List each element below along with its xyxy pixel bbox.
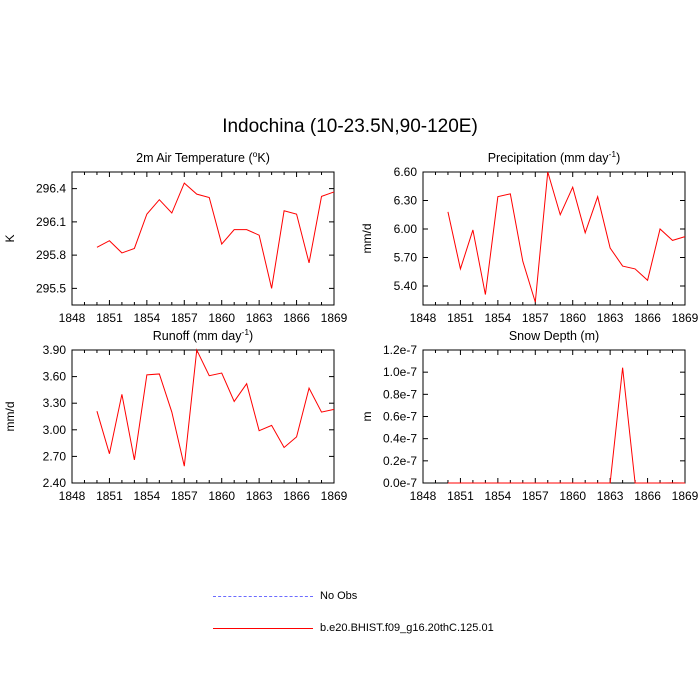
- y-tick-label: 0.2e-7: [383, 454, 417, 468]
- x-tick-label: 1860: [559, 489, 586, 503]
- series-line-0: [447, 171, 686, 303]
- y-axis-label: mm/d: [360, 224, 374, 254]
- series-line-0: [96, 348, 335, 467]
- y-tick-label: 3.00: [43, 423, 67, 437]
- panel-title: Runoff (mm day-1): [153, 327, 253, 343]
- x-tick-label: 1869: [672, 311, 699, 325]
- y-tick-label: 5.40: [394, 279, 418, 293]
- y-tick-label: 295.5: [36, 281, 66, 295]
- y-tick-label: 296.4: [36, 182, 66, 196]
- legend-swatch-model: [213, 628, 313, 629]
- x-tick-label: 1851: [96, 311, 123, 325]
- y-tick-label: 1.2e-7: [383, 343, 417, 357]
- y-tick-label: 6.60: [394, 165, 418, 179]
- x-tick-label: 1854: [485, 311, 512, 325]
- y-axis-label: K: [3, 234, 17, 242]
- x-tick-label: 1866: [283, 489, 310, 503]
- y-tick-label: 295.8: [36, 248, 66, 262]
- x-tick-label: 1866: [283, 311, 310, 325]
- plot-frame: [422, 349, 686, 484]
- series-line-0: [96, 182, 335, 289]
- y-tick-label: 3.30: [43, 396, 67, 410]
- x-tick-label: 1848: [59, 311, 86, 325]
- series-line-0: [447, 367, 686, 484]
- panel-1: Precipitation (mm day-1) 1848 1851 1854 1857…: [360, 149, 699, 325]
- x-tick-label: 1869: [321, 489, 348, 503]
- plot-frame: [71, 171, 335, 306]
- y-tick-label: 3.90: [43, 343, 67, 357]
- x-tick-label: 1851: [96, 489, 123, 503]
- x-tick-label: 1860: [208, 311, 235, 325]
- x-tick-label: 1851: [447, 311, 474, 325]
- x-tick-label: 1854: [134, 489, 161, 503]
- x-tick-label: 1869: [321, 311, 348, 325]
- legend-label-obs: No Obs: [320, 590, 358, 602]
- plot-frame: [422, 171, 686, 306]
- y-tick-label: 2.70: [43, 449, 67, 463]
- panel-2: Runoff (mm day-1) 1848 1851 1854 1857 1860 186…: [3, 327, 348, 503]
- panel-0: 2m Air Temperature (oK) 1848 1851 1854 1857 1…: [3, 149, 348, 325]
- x-tick-label: 1866: [634, 311, 661, 325]
- x-tick-label: 1854: [485, 489, 512, 503]
- x-tick-label: 1863: [246, 489, 273, 503]
- y-tick-label: 1.0e-7: [383, 365, 417, 379]
- y-tick-label: 0.6e-7: [383, 410, 417, 424]
- y-tick-label: 0.8e-7: [383, 387, 417, 401]
- y-tick-label: 0.4e-7: [383, 432, 417, 446]
- legend-label-model: b.e20.BHIST.f09_g16.20thC.125.01: [320, 622, 494, 634]
- y-tick-label: 296.1: [36, 215, 66, 229]
- x-tick-label: 1860: [559, 311, 586, 325]
- x-tick-label: 1857: [171, 311, 198, 325]
- x-tick-label: 1854: [134, 311, 161, 325]
- x-tick-label: 1857: [522, 489, 549, 503]
- y-axis-label: mm/d: [3, 402, 17, 432]
- legend-swatch-obs: [213, 596, 313, 597]
- panel-3: Snow Depth (m) 1848 1851 1854 1857 1860 1863 18…: [360, 329, 699, 503]
- panel-title: 2m Air Temperature (oK): [136, 149, 270, 165]
- y-axis-label: m: [360, 412, 374, 422]
- y-tick-label: 6.00: [394, 222, 418, 236]
- x-tick-label: 1863: [597, 489, 624, 503]
- x-tick-label: 1848: [410, 311, 437, 325]
- x-tick-label: 1863: [246, 311, 273, 325]
- y-tick-label: 5.70: [394, 251, 418, 265]
- x-tick-label: 1863: [597, 311, 624, 325]
- panel-title: Snow Depth (m): [509, 329, 599, 343]
- figure-title: Indochina (10-23.5N,90-120E): [222, 116, 478, 137]
- y-tick-label: 0.0e-7: [383, 476, 417, 490]
- panel-title: Precipitation (mm day-1): [488, 149, 621, 165]
- plot-frame: [71, 349, 335, 484]
- y-tick-label: 2.40: [43, 476, 67, 490]
- x-tick-label: 1857: [171, 489, 198, 503]
- x-tick-label: 1848: [59, 489, 86, 503]
- x-tick-label: 1866: [634, 489, 661, 503]
- y-tick-label: 6.30: [394, 194, 418, 208]
- y-tick-label: 3.60: [43, 370, 67, 384]
- x-tick-label: 1848: [410, 489, 437, 503]
- x-tick-label: 1857: [522, 311, 549, 325]
- x-tick-label: 1869: [672, 489, 699, 503]
- x-tick-label: 1860: [208, 489, 235, 503]
- x-tick-label: 1851: [447, 489, 474, 503]
